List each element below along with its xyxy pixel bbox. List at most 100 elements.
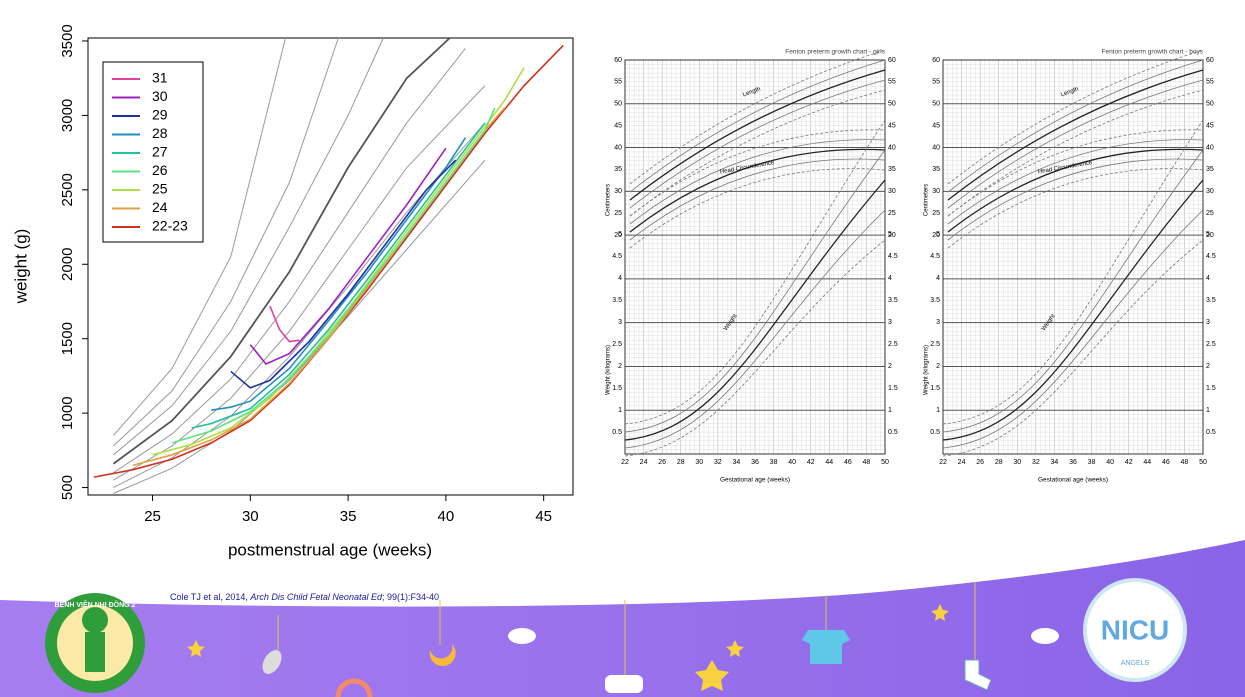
y-tick-label: 500: [59, 475, 76, 500]
fenton-cm-tick: 50: [614, 101, 622, 108]
legend-label: 28: [152, 125, 168, 141]
y-tick-label: 1000: [59, 396, 76, 429]
y-tick-label: 2000: [59, 248, 76, 281]
fenton-x-tick: 38: [770, 459, 778, 466]
y-tick-label: 2500: [59, 173, 76, 206]
fenton-cm-tick: 25: [932, 210, 940, 217]
fenton-kg-tick: 0.5: [930, 429, 940, 436]
legend-label: 31: [152, 70, 168, 86]
fenton-cm-tick: 40: [614, 144, 622, 151]
fenton-kg-tick: 3: [888, 319, 892, 326]
legend-label: 25: [152, 181, 168, 197]
legend-label: 24: [152, 199, 168, 215]
series-line: [250, 148, 446, 364]
fenton-kg-tick: 2: [1206, 363, 1210, 370]
fenton-cm-tick: 45: [888, 122, 896, 129]
fenton-x-tick: 30: [1013, 459, 1021, 466]
y-axis-label: weight (g): [11, 229, 30, 305]
nicu-logo-text: NICU: [1101, 614, 1169, 645]
legend-label: 27: [152, 144, 168, 160]
fenton-kg-tick: 4.5: [930, 253, 940, 260]
fenton-kg-tick: 1.5: [612, 385, 622, 392]
fenton-x-tick: 42: [1125, 459, 1133, 466]
fenton-cm-tick: 35: [1206, 166, 1214, 173]
fenton-kg-tick: 3: [936, 319, 940, 326]
fenton-cm-tick: 40: [888, 144, 896, 151]
fenton-cm-tick: 50: [888, 101, 896, 108]
citation-journal: Arch Dis Child Fetal Neonatal Ed: [250, 592, 382, 602]
x-tick-label: 40: [438, 508, 455, 525]
fenton-x-tick: 30: [695, 459, 703, 466]
legend-label: 26: [152, 162, 168, 178]
y-tick-label: 3500: [59, 24, 76, 57]
fenton-cm-tick: 45: [932, 122, 940, 129]
fenton-cm-tick: 45: [1206, 122, 1214, 129]
fenton-kg-tick: 3.5: [612, 297, 622, 304]
fenton-kg-tick: 4.5: [612, 253, 622, 260]
fenton-kg-tick: 4.5: [1206, 253, 1216, 260]
fenton-cm-tick: 60: [614, 57, 622, 64]
fenton-kg-tick: 3.5: [888, 297, 898, 304]
fenton-x-tick: 36: [751, 459, 759, 466]
fenton-kg-tick: 4: [936, 275, 940, 282]
x-tick-label: 35: [340, 508, 357, 525]
fenton-cm-tick: 30: [1206, 188, 1214, 195]
fenton-cm-tick: 35: [888, 166, 896, 173]
y-tick-label: 1500: [59, 322, 76, 355]
fenton-x-tick: 28: [677, 459, 685, 466]
series-line: [192, 123, 485, 428]
fenton-kg-tick: 4.5: [888, 253, 898, 260]
fenton-cm-tick: 55: [888, 79, 896, 86]
fenton-kg-tick: 0.5: [1206, 429, 1216, 436]
x-tick-label: 45: [535, 508, 552, 525]
fenton-kg-tick: 1: [1206, 407, 1210, 414]
fenton-kg-tick: 2.5: [888, 341, 898, 348]
fenton-cm-tick: 60: [888, 57, 896, 64]
fenton-x-tick: 38: [1088, 459, 1096, 466]
x-tick-label: 25: [144, 508, 161, 525]
fenton-x-tick: 44: [1143, 459, 1151, 466]
fenton-cm-tick: 35: [614, 166, 622, 173]
fenton-cm-tick: 30: [614, 188, 622, 195]
fenton-kg-tick: 0.5: [888, 429, 898, 436]
fenton-kg-tick: 1.5: [1206, 385, 1216, 392]
fenton-kg-tick: 1: [888, 407, 892, 414]
fenton-x-label: Gestational age (weeks): [720, 477, 790, 484]
fenton-cm-tick: 30: [888, 188, 896, 195]
banner: [0, 540, 1245, 697]
fenton-x-tick: 32: [714, 459, 722, 466]
citation-issue: ; 99(1):F34-40: [382, 592, 439, 602]
fenton-cm-label: Centimeters: [924, 184, 930, 216]
fenton-x-tick: 24: [640, 459, 648, 466]
fenton-title: Fenton preterm growth chart - boys: [1101, 49, 1203, 56]
fenton-cm-tick: 35: [932, 166, 940, 173]
fenton-kg-tick: 3: [1206, 319, 1210, 326]
fenton-x-tick: 40: [1106, 459, 1114, 466]
fenton-cm-tick: 25: [888, 210, 896, 217]
fenton-x-tick: 22: [621, 459, 629, 466]
fenton-x-tick: 26: [976, 459, 984, 466]
fenton-kg-tick: 4: [888, 275, 892, 282]
fenton-chart: Fenton preterm growth chart - boysLength…: [918, 48, 1218, 493]
angels-text: ANGELS: [1121, 660, 1150, 667]
fenton-kg-tick: 5: [618, 231, 622, 238]
fenton-cm-tick: 30: [932, 188, 940, 195]
fenton-cm-tick: 40: [932, 144, 940, 151]
fenton-cm-tick: 60: [932, 57, 940, 64]
series-line: [211, 138, 465, 410]
fenton-x-tick: 48: [863, 459, 871, 466]
fenton-cm-tick: 50: [932, 101, 940, 108]
citation-authors: Cole TJ et al, 2014,: [170, 592, 248, 602]
fenton-kg-tick: 1: [936, 407, 940, 414]
fenton-x-tick: 28: [995, 459, 1003, 466]
fenton-kg-tick: 2: [888, 363, 892, 370]
fenton-x-tick: 46: [1162, 459, 1170, 466]
fenton-x-tick: 48: [1181, 459, 1189, 466]
fenton-kg-tick: 4: [618, 275, 622, 282]
fenton-cm-tick: 25: [614, 210, 622, 217]
page: Cole TJ et al, 2014, Arch Dis Child Feta…: [0, 0, 1245, 697]
fenton-x-tick: 44: [825, 459, 833, 466]
fenton-x-tick: 36: [1069, 459, 1077, 466]
fenton-kg-tick: 1.5: [930, 385, 940, 392]
fenton-kg-tick: 2: [618, 363, 622, 370]
